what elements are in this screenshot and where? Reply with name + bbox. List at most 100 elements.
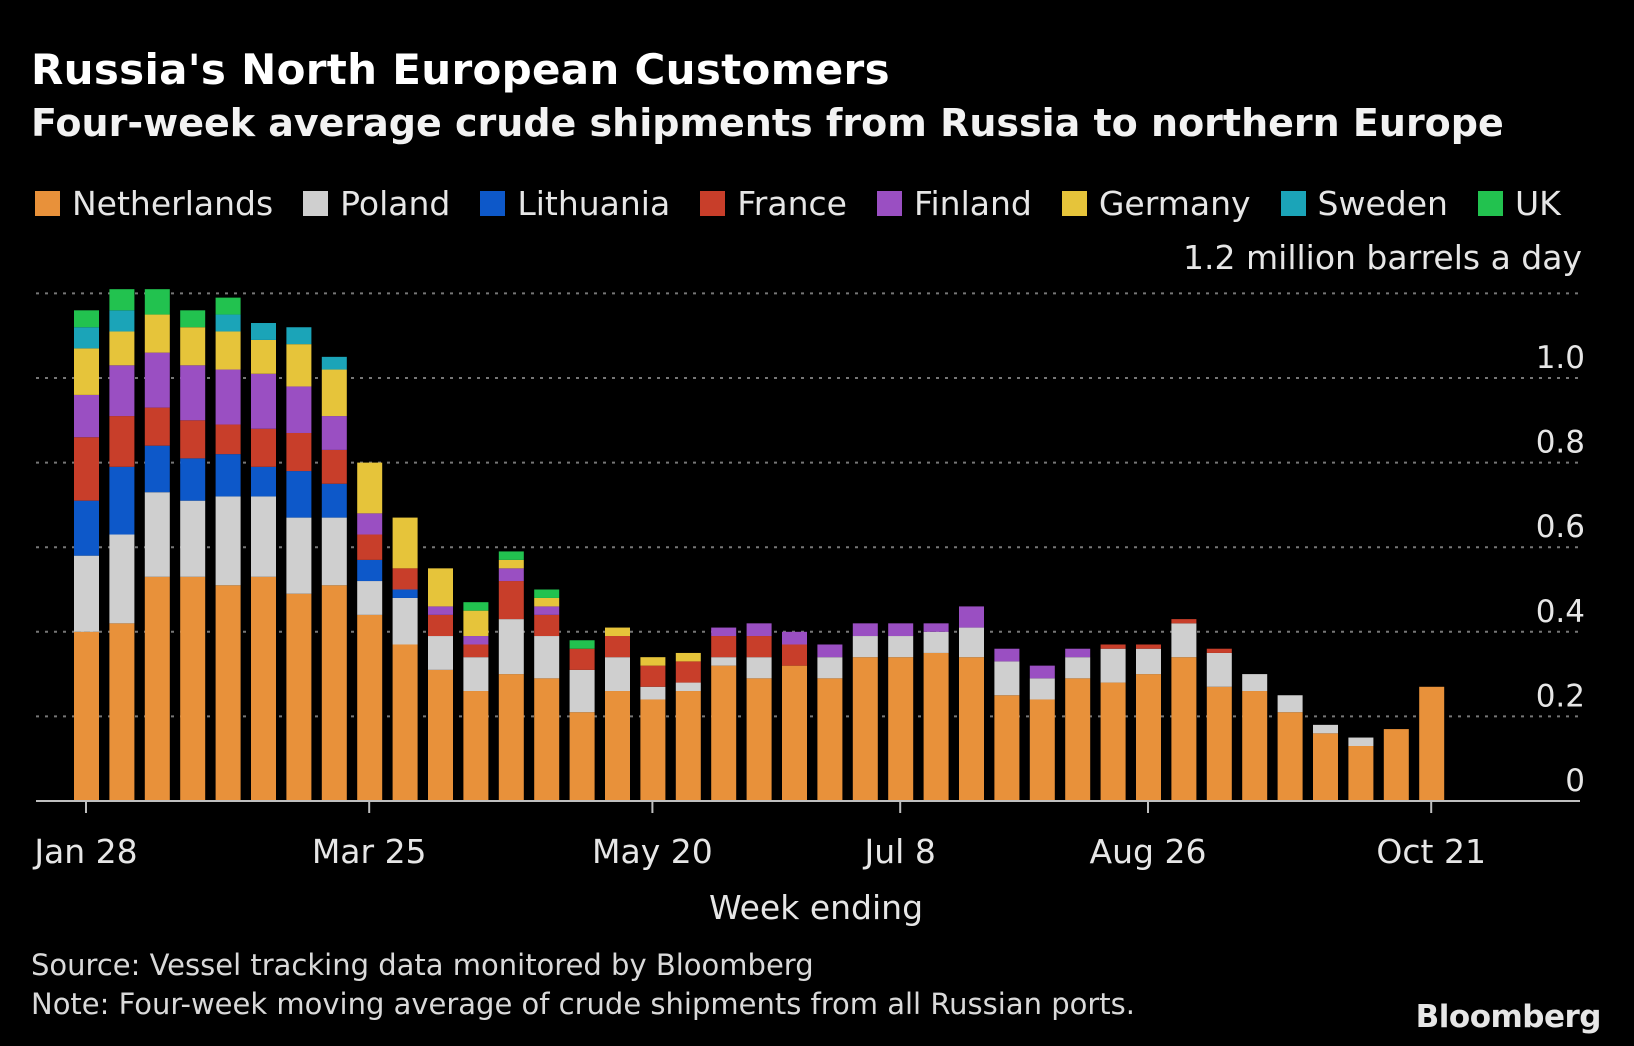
- x-axis-title: Week ending: [709, 888, 923, 927]
- legend-item: Germany: [1061, 184, 1251, 223]
- bar-segment-netherlands: [357, 614, 383, 801]
- bar-segment-finland: [463, 636, 489, 645]
- bar-segment-lithuania: [392, 589, 418, 598]
- bar-segment-finland: [74, 394, 99, 438]
- bar-segment-finland: [994, 648, 1020, 662]
- bar-segment-netherlands: [498, 674, 524, 801]
- bar-segment-germany: [180, 327, 206, 366]
- bar-segment-poland: [817, 657, 843, 679]
- bar-segment-poland: [392, 597, 418, 645]
- bar-segment-netherlands: [251, 576, 276, 801]
- bar-segment-finland: [321, 416, 347, 450]
- bar-segment-poland: [675, 682, 701, 692]
- bar-segment-lithuania: [321, 483, 347, 518]
- bar-segment-poland: [1348, 737, 1374, 747]
- bar-segment-netherlands: [605, 691, 630, 801]
- bar-segment-germany: [357, 462, 383, 514]
- bar-segment-uk: [215, 297, 241, 315]
- bar-segment-netherlands: [463, 691, 489, 801]
- bar-segment-finland: [959, 606, 984, 628]
- bar-segment-sweden: [74, 327, 99, 349]
- legend-swatch: [480, 191, 506, 216]
- bar-segment-france: [286, 432, 312, 472]
- bar-segment-poland: [180, 500, 206, 577]
- bar-segment-poland: [994, 661, 1020, 696]
- legend: Netherlands Poland Lithuania France Finland G…: [35, 184, 1594, 223]
- bar-segment-netherlands: [1313, 733, 1338, 801]
- bar-segment-poland: [74, 555, 99, 632]
- y-tick-label: 1.0: [1536, 340, 1585, 376]
- bar-segment-poland: [569, 669, 595, 713]
- bar-segment-finland: [286, 386, 312, 433]
- bar-segment-finland: [498, 568, 524, 582]
- bar-segment-lithuania: [357, 559, 383, 582]
- bar-segment-lithuania: [74, 500, 99, 556]
- legend-swatch: [700, 191, 726, 216]
- bar-segment-germany: [675, 652, 701, 662]
- bar-segment-finland: [782, 631, 807, 645]
- bar-segment-netherlands: [428, 669, 453, 801]
- bar-segment-uk: [74, 310, 99, 328]
- bar-segment-uk: [534, 589, 560, 598]
- bar-segment-sweden: [286, 327, 312, 345]
- bar-segment-netherlands: [109, 623, 135, 801]
- bar-segment-france: [1136, 644, 1161, 649]
- y-tick-label: 0.8: [1536, 425, 1585, 461]
- bar-segment-sweden: [251, 323, 276, 340]
- legend-label: Netherlands: [72, 184, 274, 223]
- bar-segment-poland: [640, 686, 666, 700]
- bar-segment-netherlands: [994, 695, 1020, 801]
- legend-label: Lithuania: [517, 184, 671, 223]
- bar-segment-netherlands: [675, 691, 701, 801]
- x-tick-label: Mar 25: [312, 832, 427, 871]
- bar-segment-france: [109, 416, 135, 467]
- bar-segment-france: [534, 614, 560, 637]
- bar-segment-sweden: [215, 314, 241, 332]
- bar-segment-finland: [1029, 665, 1055, 679]
- bar-segment-netherlands: [1065, 678, 1091, 801]
- y-tick-label: 0.4: [1536, 594, 1585, 630]
- bar-segment-germany: [640, 657, 666, 666]
- bar-segment-netherlands: [1171, 657, 1197, 801]
- bar-segment-netherlands: [392, 644, 418, 801]
- bar-segment-netherlands: [817, 678, 843, 801]
- bar-segment-netherlands: [534, 678, 560, 801]
- bar-segment-poland: [463, 657, 489, 692]
- bar-segment-poland: [428, 636, 453, 670]
- unit-label: 1.2 million barrels a day: [1183, 238, 1582, 277]
- bar-segment-netherlands: [215, 585, 241, 801]
- bar-segment-poland: [1029, 678, 1055, 700]
- bar-segment-netherlands: [1383, 729, 1409, 801]
- legend-swatch: [35, 191, 60, 216]
- bar-segment-germany: [321, 369, 347, 417]
- bar-segment-netherlands: [74, 631, 99, 801]
- bar-segment-germany: [463, 610, 489, 637]
- bar-segment-finland: [215, 369, 241, 425]
- bar-segment-poland: [852, 636, 878, 658]
- bar-segment-sweden: [109, 310, 135, 332]
- bar-segment-france: [605, 636, 630, 658]
- bar-segment-finland: [251, 373, 276, 429]
- bar-segment-france: [321, 449, 347, 484]
- bar-segment-germany: [428, 568, 453, 607]
- bar-segment-france: [569, 648, 595, 670]
- bar-segment-france: [711, 636, 737, 658]
- legend-item: Finland: [876, 184, 1032, 223]
- bar-segment-lithuania: [144, 445, 170, 493]
- bar-segment-germany: [109, 331, 135, 366]
- bar-segment-germany: [498, 559, 524, 569]
- bar-segment-france: [74, 437, 99, 501]
- legend-label: Poland: [340, 184, 451, 223]
- bar-segment-uk: [144, 289, 170, 315]
- chart-plot: 0 0.2 0.4 0.6 0.8 1.0 Jan 28 Mar 25 May 20 Jul 8 A…: [32, 289, 1585, 927]
- bar-segment-netherlands: [1242, 691, 1268, 801]
- bar-segment-netherlands: [1206, 686, 1232, 801]
- y-tick-label: 0.6: [1536, 509, 1585, 545]
- bar-segment-netherlands: [569, 712, 595, 801]
- bar-segment-uk: [569, 640, 595, 649]
- bar-segment-finland: [534, 606, 560, 615]
- y-tick-label: 0.2: [1536, 678, 1585, 714]
- source-note: Source: Vessel tracking data monitored b…: [31, 948, 814, 982]
- bar-segment-finland: [711, 627, 737, 637]
- bar-segment-france: [1206, 648, 1232, 653]
